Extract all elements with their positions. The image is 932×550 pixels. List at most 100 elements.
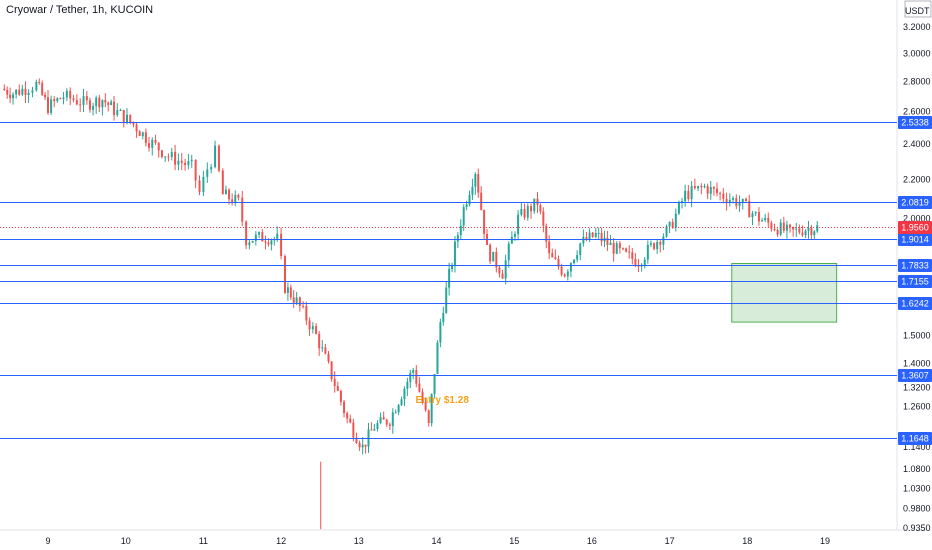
x-tick-label: 10 xyxy=(121,536,131,546)
candle-body xyxy=(697,185,700,189)
candle-body xyxy=(507,243,510,261)
candle-body xyxy=(79,104,82,106)
candle-body xyxy=(56,98,59,102)
candle-body xyxy=(498,267,501,274)
candle-body xyxy=(548,241,551,254)
candle-body xyxy=(254,234,257,241)
candle-body xyxy=(376,423,379,429)
candle-body xyxy=(693,185,696,189)
candle-body xyxy=(492,251,495,262)
candle-body xyxy=(370,429,373,431)
candle-body xyxy=(573,259,576,264)
candle-body xyxy=(530,206,533,212)
candle-body xyxy=(44,94,47,98)
x-tick-label: 9 xyxy=(45,536,50,546)
candle-body xyxy=(773,228,776,231)
candle-body xyxy=(424,402,427,411)
candle-body xyxy=(315,326,318,334)
candle-body xyxy=(385,419,388,425)
y-tick-label: 1.3200 xyxy=(903,382,931,392)
candle-body xyxy=(321,347,324,349)
candle-body xyxy=(324,347,327,354)
candle-body xyxy=(761,220,764,222)
candle-body xyxy=(41,82,44,95)
x-tick-label: 14 xyxy=(431,536,441,546)
candle-body xyxy=(187,161,190,165)
y-tick-label: 0.9800 xyxy=(903,504,931,514)
candle-body xyxy=(754,211,757,214)
candle-body xyxy=(813,231,816,236)
candle-body xyxy=(276,233,279,239)
candle-body xyxy=(520,208,523,215)
chart-title: Cryowar / Tether, 1h, KUCOIN xyxy=(6,4,153,16)
y-tick-label: 2.4000 xyxy=(903,139,931,149)
candle-body xyxy=(237,195,240,198)
candle-body xyxy=(637,265,640,267)
candle-body xyxy=(6,89,9,95)
candle-body xyxy=(591,232,594,237)
level-badge xyxy=(898,432,932,445)
candle-body xyxy=(807,228,810,231)
candle-body xyxy=(47,97,49,113)
candle-body xyxy=(336,385,339,391)
candle-body xyxy=(566,271,569,277)
candle-body xyxy=(245,221,248,246)
candle-body xyxy=(451,265,454,269)
candle-body xyxy=(706,186,709,194)
candle-body xyxy=(198,180,201,192)
level-badge-label: 1.6242 xyxy=(901,299,929,309)
candle-body xyxy=(649,243,652,245)
candle-body xyxy=(286,287,289,293)
candle-body xyxy=(615,243,618,254)
candle-body xyxy=(606,237,609,246)
candle-body xyxy=(38,81,41,83)
candle-body xyxy=(609,242,612,246)
candle-body xyxy=(582,236,585,244)
candle-body xyxy=(119,110,122,112)
candle-body xyxy=(65,90,68,98)
candle-body xyxy=(477,174,480,193)
candle-body xyxy=(741,198,744,203)
candle-body xyxy=(144,132,147,144)
current-price-badge xyxy=(898,221,932,234)
candle-body xyxy=(625,248,628,252)
y-tick-label: 2.2000 xyxy=(903,175,931,185)
level-badge xyxy=(898,196,932,209)
candle-body xyxy=(3,88,6,90)
candle-body xyxy=(563,274,566,277)
candle-body xyxy=(27,92,30,95)
candle-body xyxy=(295,297,298,303)
candle-body xyxy=(289,287,292,298)
candle-body xyxy=(468,194,471,205)
candle-body xyxy=(798,228,801,233)
candle-body xyxy=(88,100,91,110)
candle-body xyxy=(400,399,403,406)
candle-body xyxy=(554,257,557,259)
candle-body xyxy=(430,393,433,424)
candle-body xyxy=(684,190,687,202)
candle-body xyxy=(234,195,237,204)
candle-body xyxy=(339,390,342,402)
candle-body xyxy=(151,139,154,148)
currency-box xyxy=(904,0,932,18)
candle-body xyxy=(545,225,548,242)
candle-body xyxy=(15,89,18,95)
candle-body xyxy=(715,188,718,194)
candle-body xyxy=(206,169,209,177)
candle-body xyxy=(510,236,513,244)
candle-body xyxy=(194,159,197,181)
level-badge xyxy=(898,259,932,272)
y-tick-label: 1.5000 xyxy=(903,330,931,340)
x-tick-label: 19 xyxy=(820,536,830,546)
level-badge-label: 1.9014 xyxy=(901,235,929,245)
candle-body xyxy=(483,209,486,234)
candle-body xyxy=(421,391,424,403)
candle-body xyxy=(231,199,234,204)
candle-body xyxy=(453,241,456,266)
candle-body xyxy=(157,142,160,151)
candle-body xyxy=(308,320,311,330)
candle-body xyxy=(585,236,588,241)
candle-body xyxy=(757,211,760,222)
candle-body xyxy=(24,88,27,95)
